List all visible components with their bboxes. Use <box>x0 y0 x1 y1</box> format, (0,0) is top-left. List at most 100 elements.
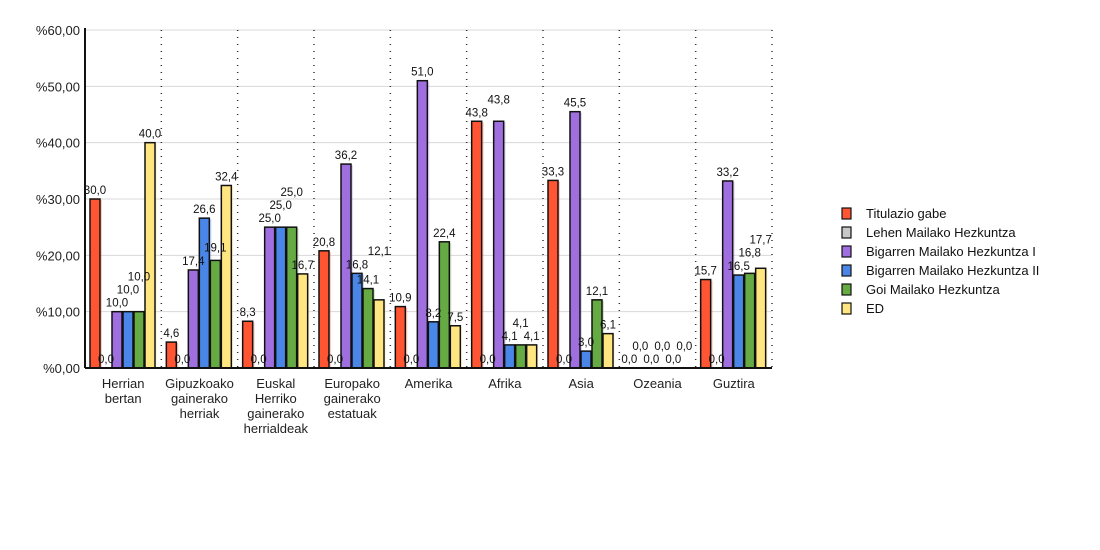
bar <box>503 344 516 369</box>
bar <box>514 344 527 369</box>
x-tick-label: Euskal Herriko gainerako herrialdeak <box>243 376 308 436</box>
data-label: 0,0 <box>709 354 725 366</box>
bar <box>122 310 134 369</box>
bar <box>209 259 222 369</box>
y-tick-label: %0,00 <box>43 361 80 376</box>
x-tick-label: Asia <box>568 376 594 391</box>
data-label: 8,3 <box>240 307 256 319</box>
data-label: 0,0 <box>480 354 496 366</box>
data-label: 22,4 <box>433 228 456 240</box>
bar <box>580 350 592 369</box>
bar <box>296 273 309 369</box>
data-label: 25,0 <box>280 187 302 199</box>
bar <box>743 272 756 369</box>
bar <box>569 110 581 369</box>
data-label: 0,0 <box>643 354 659 366</box>
data-label: 17,7 <box>749 234 771 246</box>
y-tick-label: %40,00 <box>36 136 80 151</box>
legend-swatch <box>841 302 852 315</box>
legend-label: Goi Mailako Hezkuntza <box>866 282 1000 297</box>
data-label: 14,1 <box>357 275 379 287</box>
y-tick-label: %10,00 <box>36 305 80 320</box>
bar <box>602 332 614 369</box>
bar <box>318 250 330 369</box>
bar <box>591 299 603 369</box>
bar <box>198 217 211 369</box>
data-label: 17,4 <box>182 256 205 268</box>
data-label: 40,0 <box>139 129 161 141</box>
bar <box>362 287 374 369</box>
data-label: 10,0 <box>106 298 128 310</box>
x-tick-label: Amerika <box>404 376 453 391</box>
bar <box>427 321 440 369</box>
data-label: 25,0 <box>269 200 291 212</box>
data-label: 16,8 <box>738 247 760 259</box>
data-label: 33,2 <box>716 167 738 179</box>
data-label: 45,5 <box>564 98 586 110</box>
data-label: 4,1 <box>513 318 529 330</box>
y-tick-label: %30,00 <box>36 192 80 207</box>
data-label: 4,1 <box>524 331 540 343</box>
bar <box>525 344 538 369</box>
y-tick-label: %50,00 <box>36 79 80 94</box>
data-label: 4,6 <box>163 328 179 340</box>
x-tick-label: Ozeania <box>633 376 682 391</box>
legend-swatch <box>841 245 852 258</box>
bar <box>373 299 385 369</box>
bar <box>274 226 287 369</box>
bar <box>732 274 745 369</box>
bar <box>351 272 363 369</box>
bar <box>449 325 462 369</box>
legend-swatch <box>841 207 852 220</box>
bar <box>285 226 298 369</box>
legend-label: Bigarren Mailako Hezkuntza I <box>866 244 1036 259</box>
data-label: 15,7 <box>694 266 716 278</box>
data-label: 20,8 <box>313 237 335 249</box>
data-label: 43,8 <box>487 94 509 106</box>
data-label: 0,0 <box>556 354 572 366</box>
data-label: 12,1 <box>586 286 608 298</box>
data-label: 16,8 <box>346 259 368 271</box>
data-label: 4,1 <box>502 331 518 343</box>
bar <box>144 141 156 369</box>
data-label: 36,2 <box>335 150 357 162</box>
x-tick-label: Europako gainerako estatuak <box>323 376 381 421</box>
data-label: 10,9 <box>389 293 411 305</box>
data-label: 0,0 <box>676 341 692 353</box>
data-label: 0,0 <box>403 354 419 366</box>
x-tick-label: Gipuzkoako gainerako herriak <box>165 376 234 421</box>
y-tick-label: %20,00 <box>36 248 80 263</box>
data-label: 10,0 <box>128 272 150 284</box>
bar <box>438 241 451 369</box>
data-label: 0,0 <box>98 354 114 366</box>
data-label: 8,2 <box>425 308 441 320</box>
data-label: 33,3 <box>542 166 564 178</box>
legend-swatch <box>841 226 852 239</box>
bar <box>470 120 483 369</box>
data-label: 16,7 <box>291 260 313 272</box>
bar <box>547 179 559 369</box>
bar <box>220 184 233 369</box>
data-label: 30,0 <box>84 185 106 197</box>
data-label: 43,8 <box>465 107 487 119</box>
data-label: 25,0 <box>258 213 280 225</box>
x-tick-label: Afrika <box>488 376 522 391</box>
bar <box>263 226 276 369</box>
bar <box>133 310 145 369</box>
data-label: 10,0 <box>117 285 139 297</box>
legend-label: Titulazio gabe <box>866 206 946 221</box>
data-label: 19,1 <box>204 242 226 254</box>
data-label: 7,5 <box>447 312 463 324</box>
data-label: 0,0 <box>251 354 267 366</box>
data-label: 26,6 <box>193 204 215 216</box>
bar <box>721 180 734 369</box>
bar <box>89 198 101 369</box>
legend-label: ED <box>866 301 884 316</box>
data-label: 0,0 <box>327 354 343 366</box>
legend-swatch <box>841 283 852 296</box>
bar <box>416 79 429 369</box>
data-label: 3,0 <box>578 337 594 349</box>
data-label: 32,4 <box>215 171 238 183</box>
